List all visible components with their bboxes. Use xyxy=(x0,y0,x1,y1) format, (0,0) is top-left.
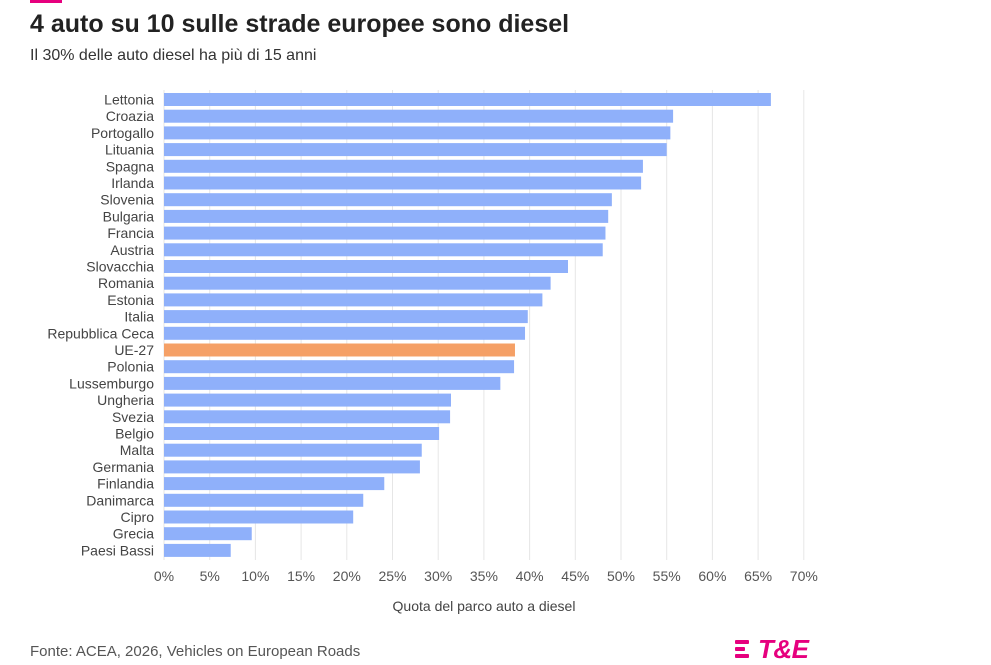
category-label: Bulgaria xyxy=(103,208,155,224)
chart-subtitle: Il 30% delle auto diesel ha più di 15 an… xyxy=(30,47,317,64)
category-label: Danimarca xyxy=(86,492,154,508)
bar xyxy=(164,477,385,491)
bar xyxy=(164,193,612,207)
category-label: Finlandia xyxy=(97,476,154,492)
category-label: Polonia xyxy=(107,359,154,375)
bar xyxy=(164,510,354,524)
category-label: Lussemburgo xyxy=(69,375,154,391)
category-label: Svezia xyxy=(112,409,154,425)
bar xyxy=(164,276,551,290)
bar xyxy=(164,143,667,157)
x-tick-label: 40% xyxy=(516,568,544,584)
category-label: Slovacchia xyxy=(86,259,154,275)
category-label: Malta xyxy=(120,442,154,458)
bar xyxy=(164,293,543,307)
x-tick-label: 0% xyxy=(154,568,174,584)
bar xyxy=(164,360,515,374)
category-label: Belgio xyxy=(115,426,154,442)
x-tick-label: 55% xyxy=(653,568,681,584)
category-label: Lettonia xyxy=(104,92,154,108)
category-label: Germania xyxy=(93,459,155,475)
x-tick-label: 35% xyxy=(470,568,498,584)
bar xyxy=(164,226,606,240)
bar xyxy=(164,326,526,340)
bar xyxy=(164,310,528,324)
bar xyxy=(164,109,674,123)
source-note: Fonte: ACEA, 2026, Vehicles on European … xyxy=(30,643,361,660)
te-logo-text: T&E xyxy=(758,633,809,664)
bar xyxy=(164,126,671,140)
x-tick-label: 25% xyxy=(378,568,406,584)
x-tick-label: 45% xyxy=(561,568,589,584)
category-label: UE-27 xyxy=(114,342,154,358)
bar xyxy=(164,393,451,407)
category-label: Francia xyxy=(107,225,154,241)
bar xyxy=(164,93,771,106)
bar xyxy=(164,527,252,541)
brand-accent-bar xyxy=(30,0,62,3)
bar xyxy=(164,159,643,173)
x-tick-label: 50% xyxy=(607,568,635,584)
category-label: Croazia xyxy=(106,108,154,124)
category-label: Spagna xyxy=(106,158,154,174)
category-label: Slovenia xyxy=(100,192,154,208)
bar xyxy=(164,376,501,390)
x-axis-label: Quota del parco auto a diesel xyxy=(393,598,576,614)
x-tick-label: 70% xyxy=(790,568,818,584)
category-label: Paesi Bassi xyxy=(81,542,154,558)
category-label: Ungheria xyxy=(97,392,154,408)
bar-chart: 0% 5% 10% 15% 20% 25% 30% 35% 40% 45% 50% 55% 60% 65%… xyxy=(47,90,818,614)
category-label: Portogallo xyxy=(91,125,154,141)
category-label: Irlanda xyxy=(111,175,154,191)
bar xyxy=(164,209,609,223)
category-label: Grecia xyxy=(113,526,154,542)
category-label: Repubblica Ceca xyxy=(47,325,154,341)
category-label: Cipro xyxy=(121,509,155,525)
x-tick-label: 10% xyxy=(241,568,269,584)
bar xyxy=(164,410,451,424)
bar xyxy=(164,343,515,357)
category-label: Romania xyxy=(98,275,154,291)
category-label: Italia xyxy=(124,309,154,325)
bar xyxy=(164,260,568,273)
x-tick-label: 15% xyxy=(287,568,315,584)
x-tick-label: 30% xyxy=(424,568,452,584)
bar xyxy=(164,460,420,474)
bar xyxy=(164,176,642,190)
bar xyxy=(164,427,440,440)
te-logo-icon xyxy=(735,639,753,659)
x-tick-label: 5% xyxy=(200,568,220,584)
chart-title: 4 auto su 10 sulle strade europee sono d… xyxy=(30,10,570,38)
bar xyxy=(164,443,422,457)
bar xyxy=(164,493,364,507)
category-label: Lituania xyxy=(105,142,154,158)
bar xyxy=(164,243,603,257)
category-label: Austria xyxy=(110,242,154,258)
te-logo: T&E xyxy=(735,633,809,664)
category-label: Estonia xyxy=(107,292,154,308)
x-tick-label: 60% xyxy=(698,568,726,584)
x-tick-label: 20% xyxy=(333,568,361,584)
x-tick-label: 65% xyxy=(744,568,772,584)
bar xyxy=(164,543,231,557)
